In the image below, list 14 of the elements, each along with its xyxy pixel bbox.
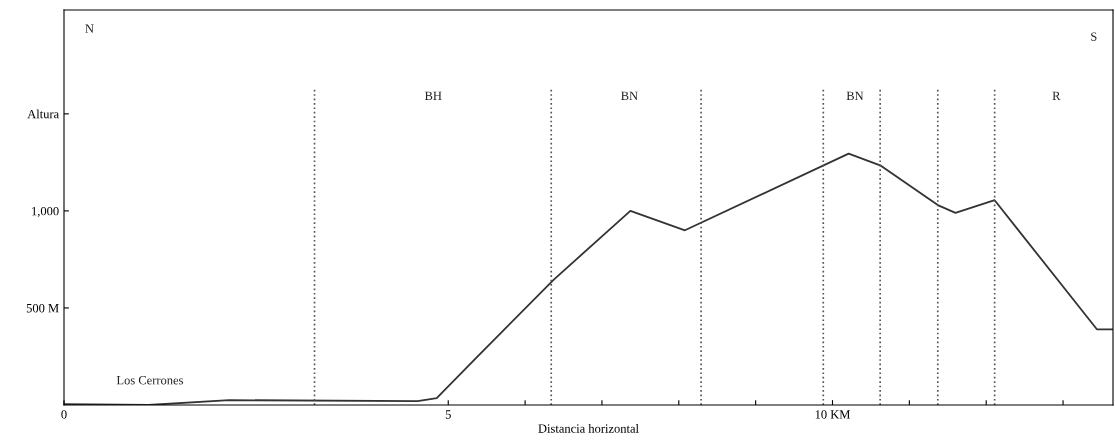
annotation: Los Cerrones [116,376,183,385]
annotation: R [1052,91,1061,100]
x-tick-label: 10 KM [815,410,851,419]
x-axis-title: Distancia horizontal [538,423,639,433]
annotation: S [1091,32,1097,41]
x-tick-label: 0 [61,410,67,419]
x-tick-label: 5 [445,410,451,419]
annotation: BH [424,91,442,100]
annotation: BN [621,91,638,100]
y-tick-label: 1,000 [32,206,59,218]
annotation: N [85,24,94,33]
y-tick-label: Altura [27,109,59,119]
y-tick-label: 500 M [26,303,59,313]
annotation: BN [846,91,864,100]
